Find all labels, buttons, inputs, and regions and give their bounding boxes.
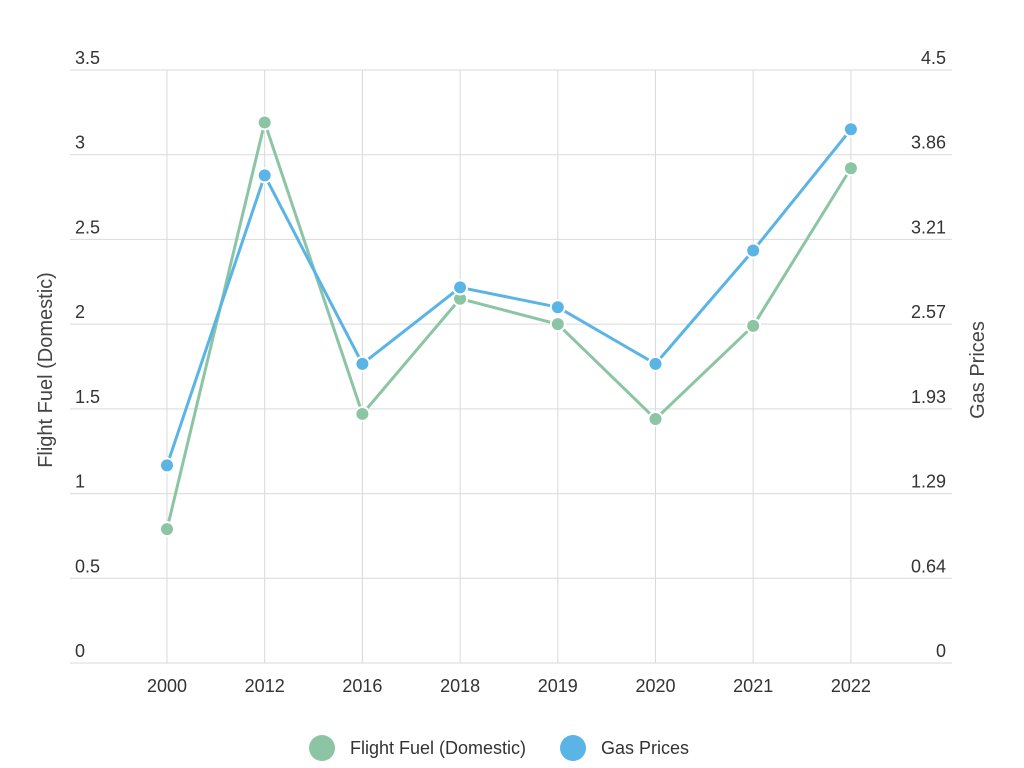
series-layer <box>159 114 859 538</box>
x-tick-label: 2020 <box>635 676 675 696</box>
x-tick-label: 2022 <box>831 676 871 696</box>
legend-item[interactable]: Gas Prices <box>560 735 689 761</box>
left-tick-label: 1 <box>75 472 85 492</box>
data-point[interactable] <box>354 355 371 372</box>
right-tick-label: 0 <box>936 641 946 661</box>
right-tick-label: 3.21 <box>911 217 946 237</box>
data-point[interactable] <box>745 317 762 334</box>
x-tick-label: 2019 <box>538 676 578 696</box>
left-tick-label: 3.5 <box>75 48 100 68</box>
x-tick-label: 2021 <box>733 676 773 696</box>
left-tick-label: 1.5 <box>75 387 100 407</box>
x-tick-label: 2016 <box>342 676 382 696</box>
x-axis-ticks: 2000 2012 2016 2018 2019 2020 2021 2022 <box>147 676 871 696</box>
data-point[interactable] <box>354 405 371 422</box>
x-tick-label: 2000 <box>147 676 187 696</box>
data-point[interactable] <box>549 299 566 316</box>
data-point[interactable] <box>452 279 469 296</box>
right-axis-ticks: 0 0.64 1.29 1.93 2.57 3.21 3.86 4.5 <box>911 48 946 661</box>
right-tick-label: 4.5 <box>921 48 946 68</box>
series-1 <box>159 121 859 474</box>
data-point[interactable] <box>256 114 273 131</box>
legend-marker <box>560 735 586 761</box>
left-tick-label: 2.5 <box>75 217 100 237</box>
grid-layer <box>70 69 952 664</box>
right-tick-label: 1.29 <box>911 472 946 492</box>
left-tick-label: 0 <box>75 641 85 661</box>
data-point[interactable] <box>647 411 664 428</box>
legend-label: Flight Fuel (Domestic) <box>350 738 526 758</box>
data-point[interactable] <box>842 160 859 177</box>
data-point[interactable] <box>256 167 273 184</box>
legend-item[interactable]: Flight Fuel (Domestic) <box>309 735 526 761</box>
x-tick-label: 2012 <box>245 676 285 696</box>
left-tick-label: 0.5 <box>75 556 100 576</box>
legend-marker <box>309 735 335 761</box>
data-point[interactable] <box>159 521 175 538</box>
data-point[interactable] <box>647 355 664 372</box>
legend: Flight Fuel (Domestic) Gas Prices <box>309 735 689 761</box>
data-point[interactable] <box>159 457 175 474</box>
right-tick-label: 2.57 <box>911 302 946 322</box>
left-tick-label: 2 <box>75 302 85 322</box>
series-0 <box>159 114 859 538</box>
data-point[interactable] <box>549 316 566 333</box>
x-tick-label: 2018 <box>440 676 480 696</box>
data-point[interactable] <box>745 242 762 259</box>
right-tick-label: 3.86 <box>911 133 946 153</box>
series-line <box>165 128 853 466</box>
data-point[interactable] <box>842 121 859 138</box>
left-tick-label: 3 <box>75 133 85 153</box>
left-axis-ticks: 0 0.5 1 1.5 2 2.5 3 3.5 <box>75 48 100 661</box>
series-line <box>165 121 853 530</box>
right-tick-label: 0.64 <box>911 556 946 576</box>
left-axis-title: Flight Fuel (Domestic) <box>35 272 57 468</box>
legend-label: Gas Prices <box>601 738 689 758</box>
right-tick-label: 1.93 <box>911 387 946 407</box>
right-axis-title: Gas Prices <box>967 321 989 419</box>
